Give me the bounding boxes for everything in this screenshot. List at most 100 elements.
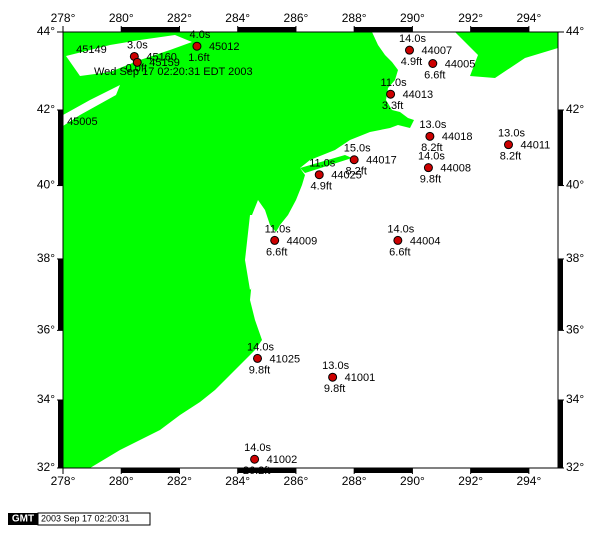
x-tick-label: 290° xyxy=(400,474,425,488)
frame-bar xyxy=(237,27,296,32)
wave-height: 8.2ft xyxy=(421,142,442,154)
frame-bar xyxy=(558,109,563,186)
y-tick-label: 44° xyxy=(566,24,584,38)
wave-height: 9.8ft xyxy=(249,364,270,376)
wave-period: 14.0s xyxy=(418,151,445,163)
wave-height: 6.6ft xyxy=(424,69,445,81)
station-dot xyxy=(428,59,438,69)
y-tick-label: 42° xyxy=(37,102,55,116)
station-dot xyxy=(349,155,359,165)
station-id: 44017 xyxy=(366,155,397,167)
station-id: 44025 xyxy=(331,170,362,182)
wave-height: 4.9ft xyxy=(401,56,422,68)
wave-height: 6.6ft xyxy=(389,246,410,258)
x-tick-label: 278° xyxy=(51,11,76,25)
y-tick-label: 32° xyxy=(566,460,584,474)
station-id: 44008 xyxy=(440,163,471,175)
station-id: 45012 xyxy=(209,41,240,53)
chesapeake-bay xyxy=(245,215,262,290)
x-tick-label: 282° xyxy=(167,11,192,25)
wave-height: 4.9ft xyxy=(311,181,332,193)
station-id: 44011 xyxy=(521,140,551,152)
frame-bar xyxy=(470,468,529,473)
wave-height: 1.6ft xyxy=(188,52,209,64)
station-id: 44007 xyxy=(422,45,453,57)
wave-period: 11.0s xyxy=(381,77,408,89)
wave-height: 3.3ft xyxy=(382,100,403,112)
wave-period: 4.0s xyxy=(190,29,211,41)
lake-erie xyxy=(63,85,120,126)
wave-period: 13.0s xyxy=(322,360,349,372)
station-id: 44013 xyxy=(403,89,434,101)
station-dot xyxy=(192,41,202,51)
wave-period: 15.0s xyxy=(344,143,371,155)
x-tick-label: 284° xyxy=(225,474,250,488)
y-tick-label: 36° xyxy=(566,323,584,337)
x-tick-label: 292° xyxy=(458,11,483,25)
station-dot xyxy=(250,454,260,464)
x-tick-label: 294° xyxy=(516,474,541,488)
wave-height: 8.2ft xyxy=(345,166,366,178)
x-tick-label: 278° xyxy=(51,474,76,488)
frame-bar xyxy=(58,109,63,186)
wave-height: 26.2ft xyxy=(243,465,271,477)
wave-period: 11.0s xyxy=(265,223,292,235)
x-tick-label: 290° xyxy=(400,11,425,25)
frame-bar xyxy=(237,468,296,473)
x-tick-label: 284° xyxy=(225,11,250,25)
stamp-text: 2003 Sep 17 02:20:31 xyxy=(41,513,130,523)
wave-period: 14.0s xyxy=(399,33,426,45)
station-dot xyxy=(504,140,513,150)
frame-bar xyxy=(354,27,413,32)
y-tick-label: 34° xyxy=(37,392,55,406)
wave-period: 3.0s xyxy=(127,39,148,51)
y-tick-label: 34° xyxy=(566,392,584,406)
x-tick-label: 292° xyxy=(458,474,483,488)
map-area xyxy=(63,32,558,468)
y-tick-label: 44° xyxy=(37,24,55,38)
y-tick-label: 32° xyxy=(37,460,55,474)
frame xyxy=(57,26,564,474)
y-tick-label: 36° xyxy=(37,323,55,337)
wave-period: 11.0s xyxy=(309,158,336,170)
annotation: Wed Sep 17 02:20:31 EDT 2003 xyxy=(94,66,253,78)
long-island xyxy=(300,155,352,173)
station-dot xyxy=(270,235,280,245)
station-dot xyxy=(253,353,263,363)
station-dot xyxy=(314,170,324,180)
x-tick-label: 288° xyxy=(342,474,367,488)
station-id: 44005 xyxy=(445,58,476,70)
wave-period: 14.0s xyxy=(387,223,414,235)
wave-period: 13.0s xyxy=(419,119,446,131)
x-tick-label: 286° xyxy=(284,11,309,25)
wave-height: 8.2ft xyxy=(500,151,521,163)
land xyxy=(63,32,558,468)
gmt-logo: GMT xyxy=(12,514,34,525)
frame-bar xyxy=(58,399,63,468)
y-tick-label: 40° xyxy=(37,178,55,192)
wave-height: 9.8ft xyxy=(420,174,441,186)
y-tick-label: 42° xyxy=(566,102,584,116)
y-tick-label: 40° xyxy=(566,178,584,192)
station-dot xyxy=(132,57,142,67)
frame-bar xyxy=(354,468,413,473)
gmt-logo-box xyxy=(8,513,38,525)
x-tick-label: 294° xyxy=(516,11,541,25)
y-tick-label: 38° xyxy=(37,251,55,265)
station-label: 45005 xyxy=(67,116,98,128)
frame-bar xyxy=(558,399,563,468)
y-tick-label: 38° xyxy=(566,251,584,265)
station-id: 44018 xyxy=(442,131,473,143)
station-dot xyxy=(386,89,396,99)
station-id: 41025 xyxy=(270,353,301,365)
wave-period: 13.0s xyxy=(498,128,525,140)
wave-height: 0.0ft xyxy=(126,62,147,74)
station-dot xyxy=(393,235,403,245)
frame-bar xyxy=(121,468,180,473)
frame-border xyxy=(62,31,559,469)
mainland xyxy=(63,32,414,468)
x-tick-label: 286° xyxy=(284,474,309,488)
x-tick-label: 280° xyxy=(109,11,134,25)
station-id: 45160 xyxy=(146,51,177,63)
